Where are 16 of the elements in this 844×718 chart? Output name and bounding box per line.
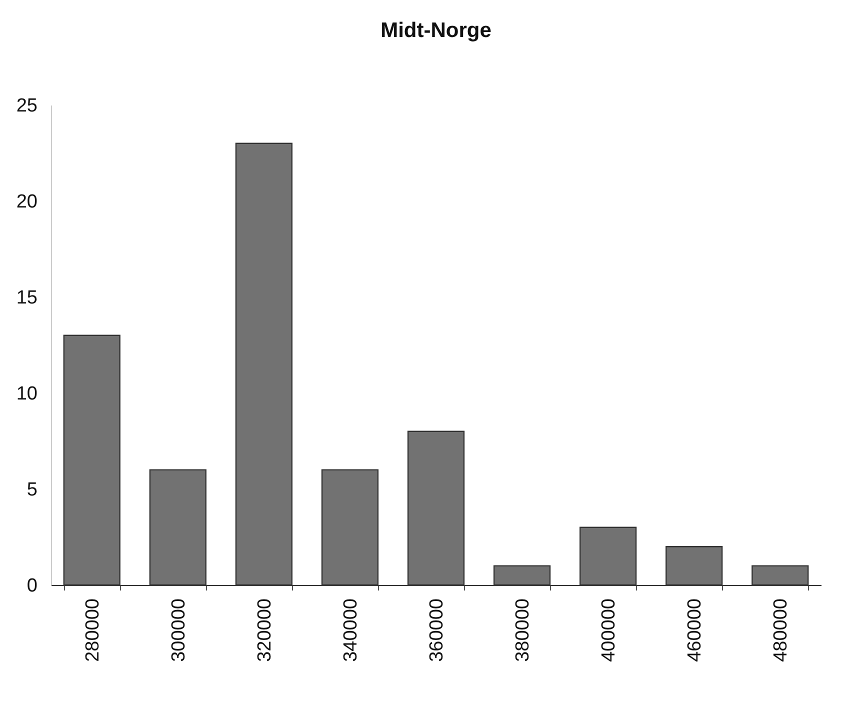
x-tick-label: 340000 [340, 598, 362, 662]
y-tick-label: 25 [16, 96, 38, 116]
x-tick-label: 320000 [254, 598, 276, 662]
y-tick-label: 15 [16, 288, 38, 308]
x-tick-label: 280000 [82, 598, 104, 662]
y-tick-label: 10 [16, 384, 38, 404]
x-tick-label: 480000 [770, 598, 792, 662]
x-tick-label: 460000 [684, 598, 706, 662]
y-tick-label: 5 [26, 480, 38, 500]
y-tick-label: 0 [26, 576, 38, 596]
chart-title: Midt-Norge [380, 19, 492, 42]
y-tick-label: 20 [16, 192, 38, 212]
x-tick-label: 300000 [168, 598, 190, 662]
x-tick-label: 380000 [512, 598, 534, 662]
x-tick-label: 400000 [598, 598, 620, 662]
x-tick-label: 360000 [426, 598, 448, 662]
